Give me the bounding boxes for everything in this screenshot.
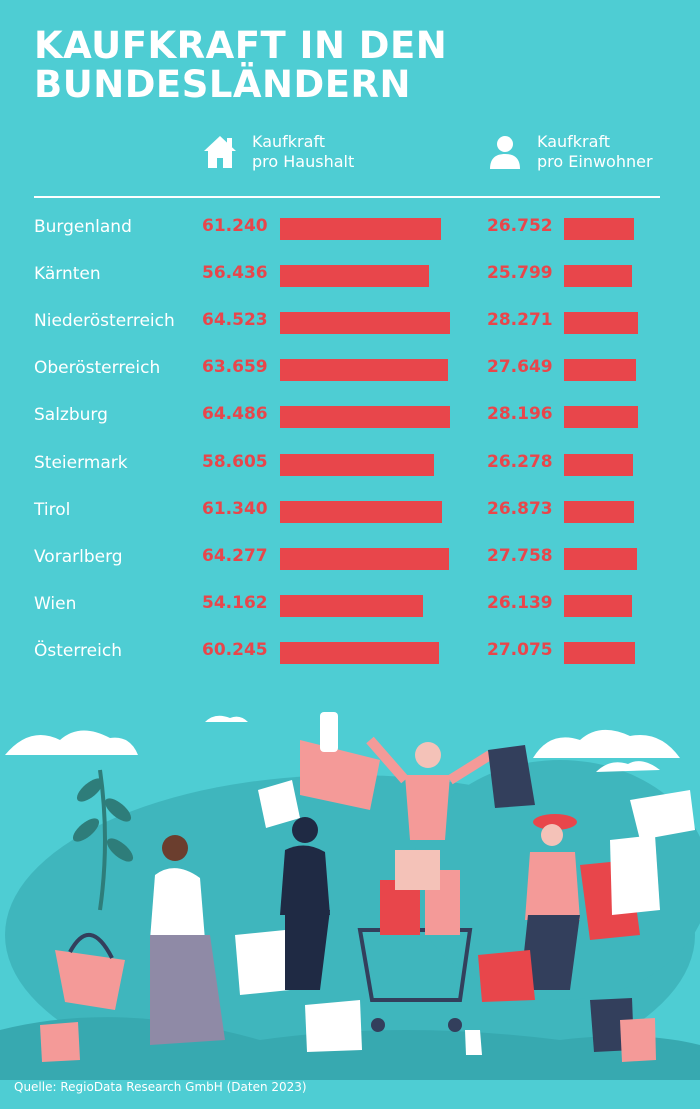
household-bar xyxy=(280,218,442,240)
column-header-resident: Kaufkraft pro Einwohner xyxy=(487,132,653,172)
household-value-label: 64.277 xyxy=(202,545,268,566)
household-value-label: 64.486 xyxy=(202,404,268,425)
household-bar xyxy=(280,547,450,570)
resident-value-label: 27.649 xyxy=(487,357,553,378)
region-label: Tirol xyxy=(34,499,71,520)
household-label-line1: Kaufkraft xyxy=(252,132,326,151)
region-label: Oberösterreich xyxy=(34,358,161,379)
region-label: Burgenland xyxy=(34,217,132,237)
person-icon xyxy=(490,136,520,169)
resident-bar xyxy=(564,218,635,240)
source-note: Quelle: RegioData Research GmbH (Daten 2… xyxy=(14,1080,307,1094)
title-line-1: KAUFKRAFT IN DEN xyxy=(34,24,448,67)
resident-bar xyxy=(564,265,632,288)
household-bar xyxy=(280,265,429,288)
resident-bar xyxy=(564,641,635,664)
household-bar xyxy=(280,500,442,523)
house-icon xyxy=(204,136,236,168)
resident-value-label: 26.873 xyxy=(487,498,553,519)
household-bar xyxy=(280,453,435,476)
table-row: Burgenland 61.240 26.752 xyxy=(0,211,700,245)
household-bar xyxy=(280,594,423,617)
region-label: Kärnten xyxy=(34,264,101,285)
region-label: Steiermark xyxy=(34,452,128,473)
resident-value-label: 26.139 xyxy=(487,592,553,613)
resident-value-label: 26.752 xyxy=(487,216,553,236)
resident-bar xyxy=(564,500,635,523)
resident-bar xyxy=(564,594,633,617)
shopping-illustration xyxy=(0,712,700,1080)
household-value-label: 54.162 xyxy=(202,592,268,613)
household-value-label: 56.436 xyxy=(202,263,268,284)
resident-value-label: 26.278 xyxy=(487,451,553,472)
table-row: Kärnten 56.436 25.799 xyxy=(0,258,700,292)
table-row: Tirol 61.340 26.873 xyxy=(0,494,700,528)
resident-label-line2: pro Einwohner xyxy=(537,152,653,171)
household-bar xyxy=(280,312,450,335)
resident-value-label: 27.075 xyxy=(487,639,553,660)
household-value-label: 58.605 xyxy=(202,451,268,472)
household-label-line2: pro Haushalt xyxy=(252,152,355,171)
household-bar xyxy=(280,406,450,429)
region-label: Vorarlberg xyxy=(34,546,123,567)
resident-bar xyxy=(564,453,633,476)
header-divider xyxy=(34,196,660,198)
resident-bar xyxy=(564,406,638,429)
title-line-2: BUNDESLÄNDERN xyxy=(34,63,411,106)
household-value-label: 63.659 xyxy=(202,357,268,378)
table-row: Österreich 60.245 27.075 xyxy=(0,635,700,669)
resident-bar xyxy=(564,547,637,570)
resident-value-label: 28.196 xyxy=(487,404,553,425)
household-value-label: 61.340 xyxy=(202,498,268,519)
table-row: Salzburg 64.486 28.196 xyxy=(0,399,700,433)
resident-value-label: 28.271 xyxy=(487,310,553,331)
table-row: Wien 54.162 26.139 xyxy=(0,588,700,622)
resident-label-line1: Kaufkraft xyxy=(537,132,611,151)
household-value-label: 61.240 xyxy=(202,216,268,236)
resident-bar xyxy=(564,312,638,335)
region-label: Wien xyxy=(34,593,77,614)
resident-value-label: 25.799 xyxy=(487,263,553,284)
resident-value-label: 27.758 xyxy=(487,545,553,566)
table-row: Steiermark 58.605 26.278 xyxy=(0,447,700,481)
column-header-household: Kaufkraft pro Haushalt xyxy=(202,132,354,172)
region-label: Österreich xyxy=(34,640,122,661)
region-label: Salzburg xyxy=(34,405,108,426)
page-title: KAUFKRAFT IN DEN BUNDESLÄNDERN xyxy=(34,26,674,104)
household-bar xyxy=(280,641,439,664)
table-row: Vorarlberg 64.277 27.758 xyxy=(0,541,700,575)
table-row: Niederösterreich 64.523 28.271 xyxy=(0,305,700,339)
table-row: Oberösterreich 63.659 27.649 xyxy=(0,352,700,386)
region-label: Niederösterreich xyxy=(34,311,175,332)
household-value-label: 60.245 xyxy=(202,639,268,660)
household-value-label: 64.523 xyxy=(202,310,268,331)
household-bar xyxy=(280,359,448,382)
resident-bar xyxy=(564,359,637,382)
